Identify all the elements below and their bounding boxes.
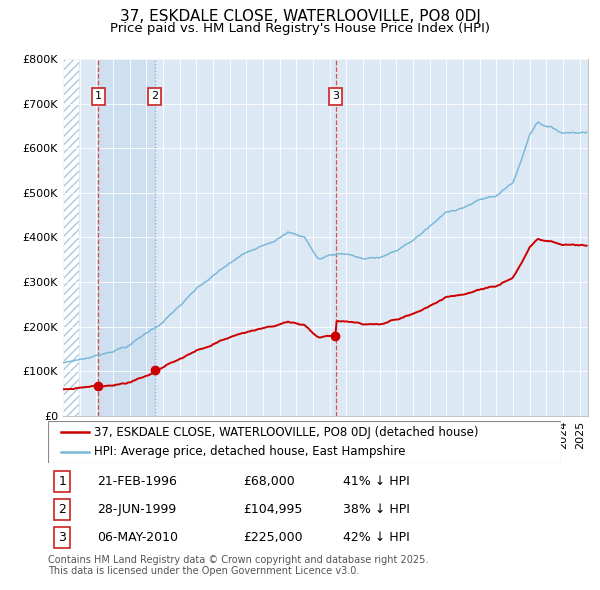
Text: £104,995: £104,995 [243, 503, 302, 516]
Text: 3: 3 [332, 91, 340, 101]
Text: 41% ↓ HPI: 41% ↓ HPI [343, 476, 410, 489]
FancyBboxPatch shape [48, 421, 561, 463]
Text: £68,000: £68,000 [243, 476, 295, 489]
Text: 38% ↓ HPI: 38% ↓ HPI [343, 503, 410, 516]
Text: 2: 2 [58, 503, 67, 516]
Text: 2: 2 [151, 91, 158, 101]
Text: 28-JUN-1999: 28-JUN-1999 [97, 503, 176, 516]
Text: 3: 3 [58, 531, 67, 544]
Text: 1: 1 [58, 476, 67, 489]
Text: HPI: Average price, detached house, East Hampshire: HPI: Average price, detached house, East… [94, 445, 406, 458]
Text: Contains HM Land Registry data © Crown copyright and database right 2025.
This d: Contains HM Land Registry data © Crown c… [48, 555, 428, 576]
Text: 21-FEB-1996: 21-FEB-1996 [97, 476, 176, 489]
Text: 06-MAY-2010: 06-MAY-2010 [97, 531, 178, 544]
Text: 1: 1 [95, 91, 102, 101]
Text: Price paid vs. HM Land Registry's House Price Index (HPI): Price paid vs. HM Land Registry's House … [110, 22, 490, 35]
Text: £225,000: £225,000 [243, 531, 302, 544]
Bar [63, 59, 79, 416]
Text: 37, ESKDALE CLOSE, WATERLOOVILLE, PO8 0DJ (detached house): 37, ESKDALE CLOSE, WATERLOOVILLE, PO8 0D… [94, 425, 479, 438]
Bar [98, 59, 154, 416]
Text: 37, ESKDALE CLOSE, WATERLOOVILLE, PO8 0DJ: 37, ESKDALE CLOSE, WATERLOOVILLE, PO8 0D… [119, 9, 481, 24]
Text: 42% ↓ HPI: 42% ↓ HPI [343, 531, 410, 544]
